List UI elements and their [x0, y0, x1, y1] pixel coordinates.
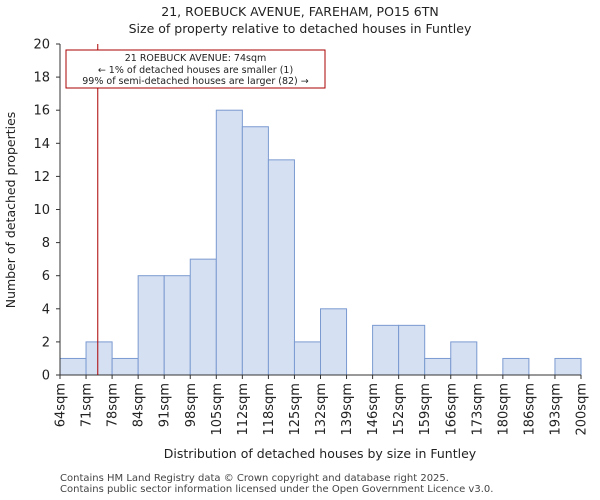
annotation-box: 21 ROEBUCK AVENUE: 74sqm ← 1% of detache…	[65, 49, 326, 89]
x-tick-label: 193sqm	[548, 383, 563, 436]
footer-copyright: Contains HM Land Registry data © Crown c…	[60, 473, 449, 484]
bar-125sqm	[293, 341, 322, 376]
x-tick-label: 71sqm	[80, 383, 95, 427]
annotation-line-1: 21 ROEBUCK AVENUE: 74sqm	[125, 53, 267, 64]
bar-132sqm	[320, 308, 348, 376]
chart-title: 21, ROEBUCK AVENUE, FAREHAM, PO15 6TN	[161, 4, 439, 19]
y-ticks-group: 0 2 4 6 8 10 12 14 16 18 20	[33, 38, 60, 384]
y-tick-label: 12	[33, 170, 50, 185]
x-tick-label: 118sqm	[262, 383, 277, 436]
x-tick-label: 132sqm	[314, 383, 329, 436]
y-tick-label: 2	[42, 335, 50, 350]
y-tick-label: 18	[33, 71, 50, 86]
y-tick-label: 14	[33, 137, 50, 152]
x-tick-label: 186sqm	[522, 383, 537, 436]
x-tick-label: 112sqm	[236, 383, 251, 436]
bar-98sqm	[189, 258, 217, 376]
x-tick-label: 84sqm	[132, 383, 147, 427]
annotation-line-2: ← 1% of detached houses are smaller (1)	[98, 65, 293, 76]
y-axis-label: Number of detached properties	[3, 112, 18, 309]
footer-licence: Contains public sector information licen…	[60, 484, 494, 495]
chart-subtitle: Size of property relative to detached ho…	[128, 21, 472, 36]
bar-84sqm	[137, 275, 165, 376]
bar-78sqm	[111, 357, 139, 376]
x-tick-label: 152sqm	[392, 383, 407, 436]
bar-71sqm	[85, 341, 113, 376]
y-tick-label: 16	[33, 104, 50, 119]
x-tick-label: 78sqm	[106, 383, 121, 427]
bar-118sqm	[267, 159, 295, 376]
annotation-border	[65, 49, 326, 89]
bar-91sqm	[163, 275, 191, 376]
x-tick-label: 146sqm	[366, 383, 381, 436]
y-tick-label: 6	[42, 269, 50, 284]
bar-180sqm	[502, 357, 530, 376]
bar-146sqm	[372, 324, 400, 376]
x-tick-label: 139sqm	[340, 383, 355, 436]
bar-159sqm	[424, 357, 452, 376]
x-tick-label: 64sqm	[54, 383, 69, 427]
annotation-line-3: 99% of semi-detached houses are larger (…	[82, 76, 309, 87]
x-ticks-group: 64sqm 71sqm 78sqm 84sqm 91sqm 98sqm 105sqm 112s…	[54, 375, 590, 436]
y-tick-label: 8	[42, 236, 50, 251]
x-tick-label: 173sqm	[470, 383, 485, 436]
x-tick-label: 166sqm	[444, 383, 459, 436]
x-tick-label: 125sqm	[288, 383, 303, 436]
x-tick-label: 105sqm	[210, 383, 225, 436]
x-tick-label: 200sqm	[575, 383, 590, 436]
x-tick-label: 91sqm	[158, 383, 173, 427]
x-tick-label: 180sqm	[496, 383, 511, 436]
y-tick-label: 20	[33, 38, 50, 53]
bar-193sqm	[554, 357, 582, 376]
y-tick-label: 0	[42, 369, 50, 384]
bar-166sqm	[450, 341, 478, 376]
bar-152sqm	[398, 324, 426, 376]
y-tick-label: 10	[33, 203, 50, 218]
bars-group	[59, 109, 582, 376]
bar-64sqm	[59, 357, 87, 376]
bar-105sqm	[215, 109, 243, 376]
y-tick-label: 4	[42, 302, 50, 317]
bar-112sqm	[241, 126, 269, 376]
x-tick-label: 159sqm	[418, 383, 433, 436]
x-axis-label: Distribution of detached houses by size …	[164, 446, 477, 461]
x-tick-label: 98sqm	[184, 383, 199, 427]
